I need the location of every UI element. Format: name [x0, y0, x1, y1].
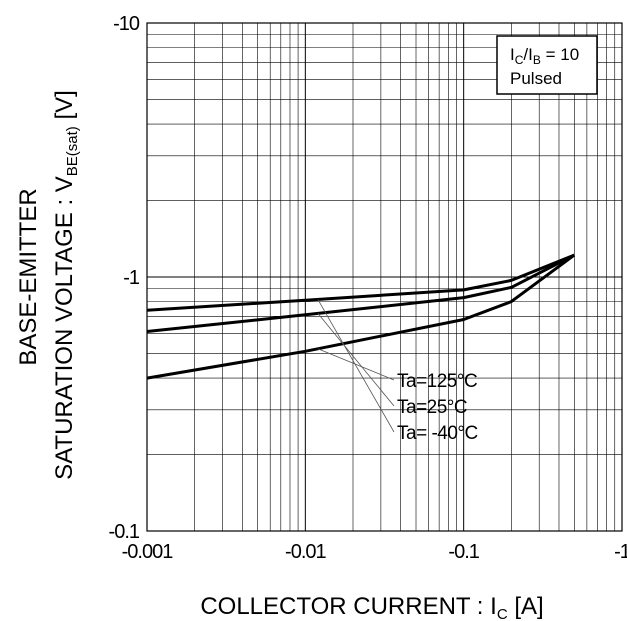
y-axis-title-line2: SATURATION VOLTAGE : VBE(sat) [V]	[51, 90, 81, 480]
y-tick-label: -10	[113, 13, 140, 35]
series-label: Ta=125°C	[397, 371, 477, 392]
y-tick-label: -1	[123, 267, 140, 289]
condition-pulsed: Pulsed	[510, 69, 562, 88]
y-axis-title-line1: BASE-EMITTER	[15, 188, 42, 365]
condition-box-frame	[496, 35, 598, 95]
x-tick-label: -0.01	[285, 541, 326, 563]
series-labels: Ta=125°C Ta=25°C Ta= -40°C	[397, 371, 478, 444]
y-axis-title: BASE-EMITTER SATURATION VOLTAGE : VBE(sa…	[15, 90, 81, 480]
y-tick-labels: -0.1 -1 -10	[109, 13, 141, 543]
condition-ratio: IC/IB = 10	[510, 45, 579, 67]
series-leader-line	[317, 313, 395, 407]
series-line	[146, 253, 575, 333]
series-leader-line	[317, 348, 395, 381]
series-lines	[146, 253, 576, 380]
x-tick-label: -1	[614, 541, 627, 563]
series-label: Ta=25°C	[397, 397, 467, 418]
series-leader-line	[317, 299, 395, 433]
x-axis-title: COLLECTOR CURRENT : IC [A]	[200, 593, 543, 621]
x-tick-labels: -0.001 -0.01 -0.1 -1	[122, 541, 627, 563]
y-tick-label: -0.1	[109, 521, 140, 543]
series-label: Ta= -40°C	[397, 423, 478, 444]
x-tick-label: -0.1	[448, 541, 479, 563]
plot-frame	[146, 22, 623, 532]
leader-lines	[317, 299, 395, 433]
series-line	[146, 253, 575, 312]
series-line	[146, 253, 576, 380]
condition-box: IC/IB = 10 Pulsed	[496, 35, 598, 95]
x-tick-label: -0.001	[122, 541, 174, 563]
